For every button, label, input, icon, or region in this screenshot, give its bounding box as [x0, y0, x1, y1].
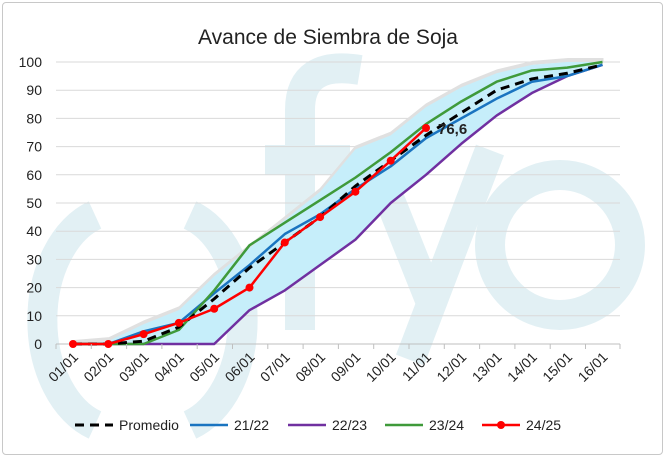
data-point: [104, 340, 113, 348]
y-tick-label: 20: [26, 280, 42, 296]
legend-item: 24/25: [482, 417, 561, 433]
legend-item: Promedio: [75, 417, 179, 433]
chart-frame: [2, 2, 663, 455]
watermark-o: [475, 160, 645, 330]
data-point: [174, 318, 183, 327]
y-tick-label: 80: [26, 110, 42, 126]
data-point: [422, 123, 430, 132]
series-line-21-22: [73, 63, 603, 346]
y-tick-label: 90: [26, 82, 42, 98]
x-tick-label: 15/01: [539, 349, 575, 385]
range-band-shadow: [73, 58, 604, 344]
data-label-24-25-last: 76,6: [438, 121, 467, 138]
data-point: [69, 340, 77, 348]
legend-item: 23/24: [385, 417, 464, 433]
data-point: [139, 330, 148, 339]
legend-label: 22/23: [332, 417, 367, 433]
y-tick-label: 0: [34, 336, 42, 352]
y-tick-label: 40: [26, 223, 42, 239]
x-tick-label: 13/01: [469, 349, 505, 385]
x-tick-label: 07/01: [257, 349, 293, 385]
x-tick-label: 10/01: [363, 349, 399, 385]
data-point: [316, 213, 325, 222]
data-point: [280, 238, 289, 247]
legend-label: 23/24: [429, 417, 464, 433]
series-line-22-23: [73, 63, 603, 346]
legend-marker: [497, 421, 505, 429]
watermark-paren-right: [183, 201, 258, 439]
data-point: [210, 304, 219, 313]
watermark-f-stem: [285, 53, 363, 330]
y-tick-label: 50: [26, 195, 42, 211]
x-tick-label: 12/01: [433, 349, 469, 385]
series-line-23-24: [73, 60, 603, 346]
x-tick-label: 14/01: [504, 349, 540, 385]
y-tick-label: 60: [26, 167, 42, 183]
x-tick-label: 16/01: [575, 349, 611, 385]
watermark-paren-left: [27, 201, 102, 439]
legend-item: 21/22: [190, 417, 269, 433]
x-tick-label: 04/01: [151, 349, 187, 385]
data-point: [351, 187, 360, 196]
legend-label: 21/22: [234, 417, 269, 433]
y-tick-label: 100: [19, 54, 43, 70]
legend-label: Promedio: [119, 417, 179, 433]
data-point: [386, 156, 395, 165]
chart-title: Avance de Siembra de Soja: [198, 26, 458, 49]
y-tick-label: 30: [26, 251, 42, 267]
y-tick-label: 10: [26, 308, 42, 324]
x-tick-label: 09/01: [327, 349, 363, 385]
x-tick-label: 03/01: [116, 349, 152, 385]
x-tick-label: 08/01: [292, 349, 328, 385]
y-tick-label: 70: [26, 139, 42, 155]
x-tick-label: 02/01: [80, 349, 116, 385]
legend-label: 24/25: [526, 417, 561, 433]
data-point: [245, 283, 254, 292]
legend-item: 22/23: [288, 417, 367, 433]
